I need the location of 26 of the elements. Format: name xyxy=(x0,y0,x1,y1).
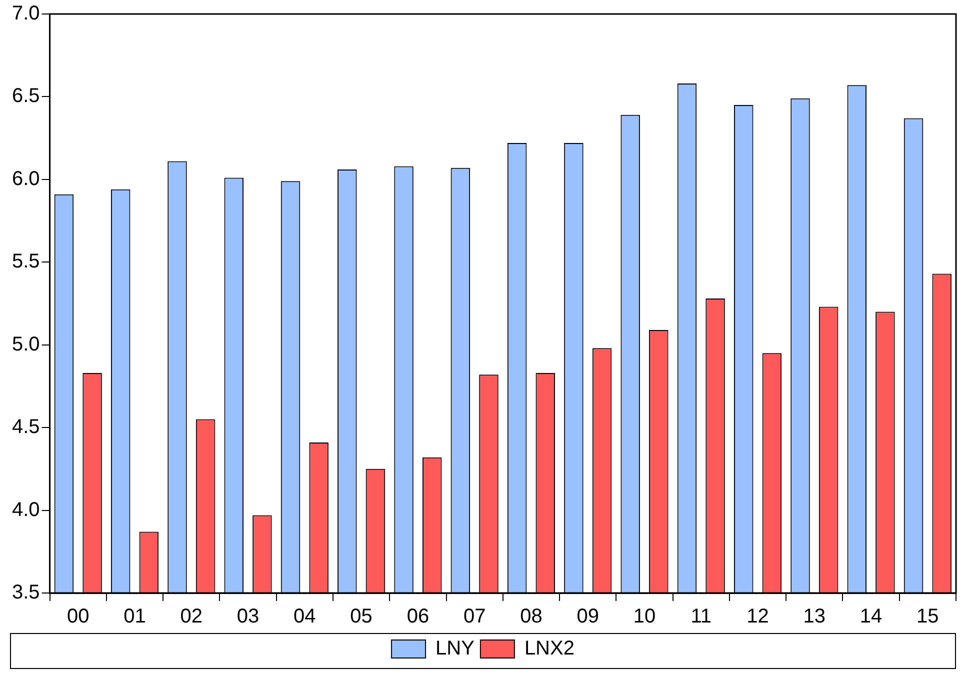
x-tick-label: 05 xyxy=(350,606,372,628)
y-tick-label: 5.0 xyxy=(12,333,40,356)
x-tick-label: 12 xyxy=(746,606,769,628)
y-tick-label: 3.5 xyxy=(12,582,40,604)
x-tick-label: 04 xyxy=(294,606,316,628)
x-tick-label: 08 xyxy=(520,606,542,628)
y-tick-label: 7.0 xyxy=(12,2,40,25)
x-tick-label: 07 xyxy=(463,606,486,628)
y-tick-label: 6.0 xyxy=(12,168,40,190)
legend-label: LNY xyxy=(436,638,474,660)
y-tick-label: 4.5 xyxy=(12,416,40,438)
x-tick-label: 09 xyxy=(576,606,599,628)
x-tick-label: 10 xyxy=(633,606,656,628)
x-tick-label: 01 xyxy=(124,606,146,628)
x-tick-label: 02 xyxy=(180,606,203,628)
y-tick-label: 6.5 xyxy=(12,85,40,108)
x-tick-label: 14 xyxy=(860,606,882,628)
x-tick-label: 11 xyxy=(690,606,712,628)
legend-label: LNX2 xyxy=(524,638,574,660)
x-tick-label: 13 xyxy=(803,606,826,628)
y-tick-label: 4.0 xyxy=(12,498,40,521)
y-tick-label: 5.5 xyxy=(12,250,40,273)
x-tick-label: 00 xyxy=(66,606,90,628)
x-tick-label: 15 xyxy=(916,606,939,628)
x-tick-label: 06 xyxy=(406,606,430,628)
x-tick-label: 03 xyxy=(236,606,260,628)
